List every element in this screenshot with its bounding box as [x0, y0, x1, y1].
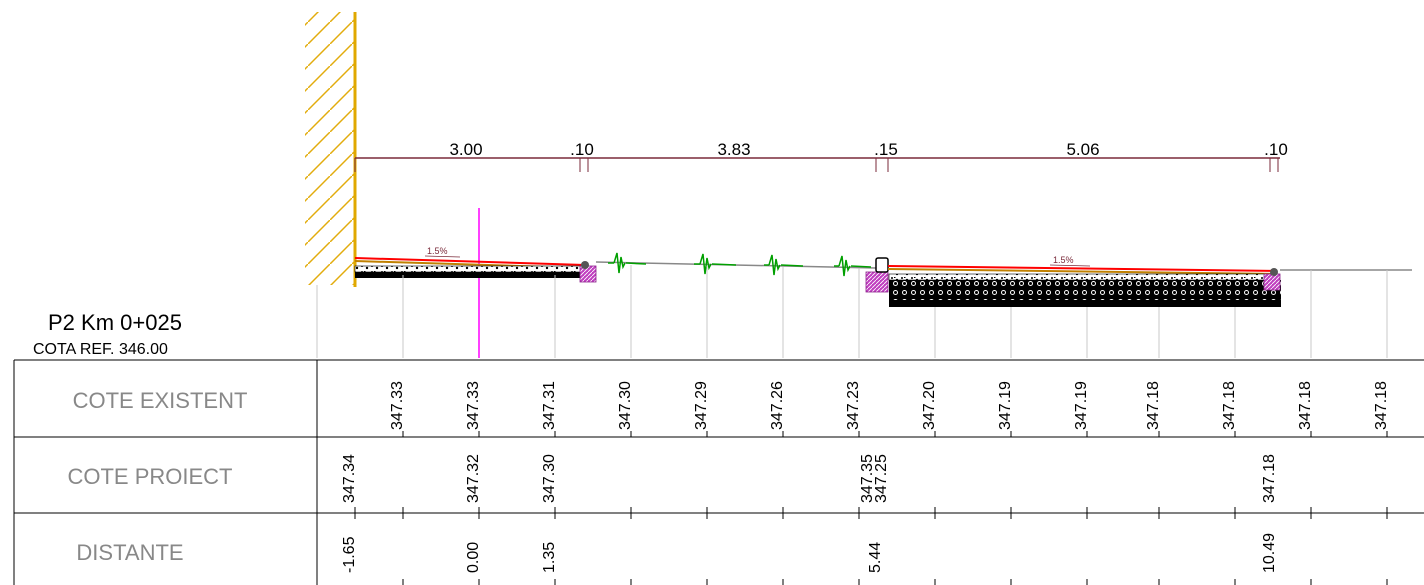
design-value: 347.30 — [541, 454, 558, 503]
dimension-chain — [354, 157, 1280, 172]
existing-value: 347.33 — [389, 381, 406, 430]
existing-value: 347.18 — [1297, 381, 1314, 430]
existing-value: 347.29 — [693, 381, 710, 430]
section-title: P2 Km 0+025 — [48, 310, 182, 335]
retaining-wall — [305, 12, 357, 287]
row-label-distance: DISTANTE — [76, 540, 183, 565]
design-value: 347.32 — [465, 454, 482, 503]
existing-value: 347.30 — [617, 381, 634, 430]
dimension-label: .15 — [874, 140, 898, 159]
design-value: 347.25 — [873, 454, 890, 503]
dimension-label: .10 — [570, 140, 594, 159]
dimension-label: .10 — [1264, 140, 1288, 159]
existing-value: 347.26 — [769, 381, 786, 430]
shrub-icon — [834, 255, 872, 277]
existing-value: 347.19 — [997, 381, 1014, 430]
distance-value: 0.00 — [465, 542, 482, 573]
existing-value: 347.18 — [1373, 381, 1390, 430]
dimension-label: 3.83 — [717, 140, 750, 159]
distance-value: 10.49 — [1261, 533, 1278, 573]
green-strip — [595, 252, 877, 277]
distance-values: -1.65 0.00 1.35 5.44 10.49 — [341, 533, 1278, 573]
right-pavement — [887, 265, 1281, 307]
existing-value: 347.23 — [845, 381, 862, 430]
existing-value: 347.20 — [921, 381, 938, 430]
existing-value: 347.19 — [1073, 381, 1090, 430]
existing-value: 347.31 — [541, 381, 558, 430]
distance-value: -1.65 — [341, 536, 358, 573]
shrub-icon — [764, 254, 804, 276]
reference-level: COTA REF. 346.00 — [33, 341, 168, 358]
right-curb — [865, 257, 889, 293]
shrub-icon — [608, 252, 647, 274]
existing-value: 347.18 — [1221, 381, 1238, 430]
existing-value: 347.33 — [465, 381, 482, 430]
shrub-icon — [694, 253, 737, 275]
slope-label: 1.5% — [1053, 255, 1074, 265]
left-pavement — [354, 257, 597, 283]
station-guides — [316, 265, 1388, 358]
distance-value: 1.35 — [541, 542, 558, 573]
table-ticks — [354, 431, 1388, 585]
design-values: 347.34 347.32 347.30 347.35 347.25 347.1… — [341, 454, 1278, 503]
dimension-label: 3.00 — [449, 140, 482, 159]
design-value: 347.34 — [341, 454, 358, 503]
design-value: 347.35 — [859, 454, 876, 503]
design-value: 347.18 — [1261, 454, 1278, 503]
dimension-label: 5.06 — [1066, 140, 1099, 159]
distance-value: 5.44 — [867, 542, 884, 573]
row-label-design: COTE PROIECT — [67, 464, 232, 489]
row-label-existing: COTE EXISTENT — [73, 388, 248, 413]
slope-label: 1.5% — [427, 246, 448, 256]
data-table — [13, 359, 1424, 585]
existing-value: 347.18 — [1145, 381, 1162, 430]
existing-values: 347.33 347.33 347.31 347.30 347.29 347.2… — [389, 381, 1390, 430]
